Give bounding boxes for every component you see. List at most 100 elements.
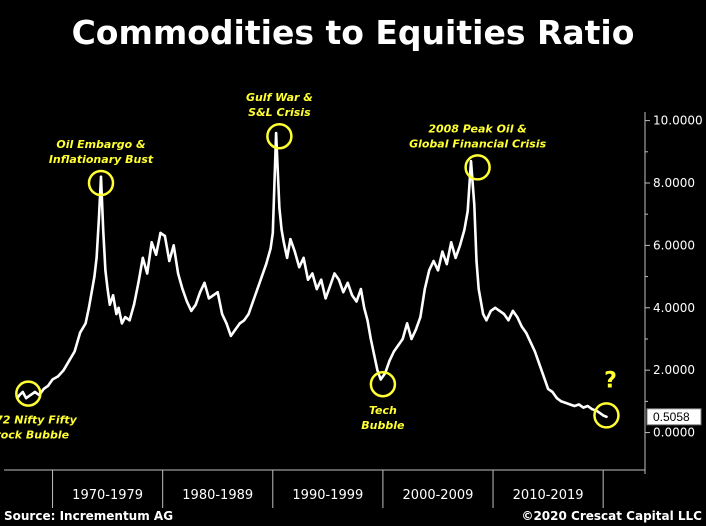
data-point: [271, 231, 274, 235]
x-tick-label: 1990-1999: [292, 488, 363, 503]
data-point: [355, 300, 358, 303]
data-point: [181, 287, 184, 291]
data-point: [568, 403, 572, 406]
data-point: [542, 375, 545, 378]
data-point: [401, 337, 404, 341]
series-line: [15, 131, 608, 419]
data-point: [293, 250, 297, 253]
data-point: [586, 404, 589, 408]
source-note: Source: Incrementum AG: [4, 509, 173, 523]
data-point: [466, 209, 469, 213]
data-point: [546, 387, 550, 391]
data-point: [256, 287, 259, 291]
y-tick-label: 6.0000: [653, 238, 695, 252]
data-point: [73, 350, 76, 353]
data-point: [115, 312, 118, 316]
annotation-text: Gulf War &: [246, 91, 313, 104]
data-point: [573, 404, 576, 408]
data-point: [146, 272, 149, 275]
data-point: [137, 281, 140, 285]
data-point: [225, 322, 228, 325]
annotation-circle: [369, 370, 397, 398]
data-point: [33, 390, 37, 394]
data-point: [605, 415, 608, 418]
data-point: [18, 393, 21, 397]
data-point: [489, 309, 493, 313]
data-point: [376, 368, 379, 372]
data-point: [132, 303, 136, 306]
data-point: [388, 359, 391, 363]
x-tick-label: 2010-2019: [513, 488, 584, 503]
data-point: [414, 328, 418, 331]
data-point: [21, 390, 25, 394]
annotation-text: S&L Crisis: [248, 106, 311, 119]
data-point: [176, 272, 180, 275]
data-point: [392, 350, 396, 353]
data-point: [154, 253, 158, 256]
data-point: [185, 300, 189, 303]
data-point: [29, 393, 32, 397]
data-point: [551, 390, 554, 394]
annotation: 1972 Nifty Fifty Stock Bubble: [0, 380, 78, 442]
data-point: [479, 300, 483, 303]
x-tick-label: 1970-1979: [72, 488, 143, 503]
data-point: [555, 397, 559, 400]
data-point: [285, 256, 289, 260]
data-point: [477, 287, 480, 291]
data-point: [108, 303, 112, 306]
data-point: [282, 241, 285, 244]
data-point: [229, 334, 233, 338]
annotation-circle: [15, 380, 42, 407]
data-point: [590, 407, 594, 411]
data-point: [247, 312, 250, 316]
data-point: [150, 241, 153, 244]
data-point: [601, 414, 605, 417]
data-point: [274, 131, 278, 135]
x-axis: 1970-1979 1980-1989 1990-1999 2000-2009 2010…: [4, 469, 645, 508]
data-point: [419, 315, 422, 319]
data-point: [350, 294, 354, 297]
data-point: [120, 322, 124, 325]
data-point: [278, 206, 281, 210]
data-point: [599, 412, 603, 416]
data-point: [564, 401, 567, 405]
data-point: [324, 297, 327, 300]
data-point: [168, 259, 171, 263]
copyright-note: ©2020 Crescat Capital LLC: [521, 509, 702, 523]
data-point: [289, 237, 292, 241]
data-point: [124, 315, 127, 319]
data-point: [90, 287, 94, 291]
data-point: [458, 244, 462, 247]
data-point: [337, 278, 341, 281]
last-value-badge: 0.5058: [646, 408, 702, 426]
data-point: [582, 406, 585, 409]
data-point: [369, 337, 372, 341]
data-point: [101, 228, 105, 231]
data-point: [117, 306, 120, 309]
data-point: [410, 337, 413, 341]
data-point: [524, 331, 528, 334]
data-point: [95, 256, 98, 260]
data-point: [216, 290, 219, 294]
data-point: [212, 294, 215, 297]
data-point: [51, 378, 54, 381]
data-point: [190, 309, 193, 313]
annotation: ?: [593, 368, 620, 429]
data-point: [328, 284, 332, 288]
annotation-layer: 1972 Nifty Fifty Stock Bubble Oil Embargo …: [0, 91, 620, 442]
data-point: [111, 294, 115, 297]
annotation-circle: [593, 402, 620, 429]
annotation-circle: [266, 122, 293, 150]
data-point: [397, 344, 400, 347]
data-point: [315, 287, 319, 291]
chart-title: Commodities to Equities Ratio: [72, 13, 635, 52]
data-point: [454, 256, 457, 260]
data-point: [97, 219, 100, 222]
series-layer: [15, 131, 608, 419]
data-point: [104, 269, 107, 272]
data-point: [342, 290, 345, 294]
data-point: [163, 234, 167, 238]
annotation: 2008 Peak Oil & Global Financial Crisis: [409, 122, 547, 181]
data-point: [56, 375, 60, 378]
data-point: [485, 319, 488, 322]
